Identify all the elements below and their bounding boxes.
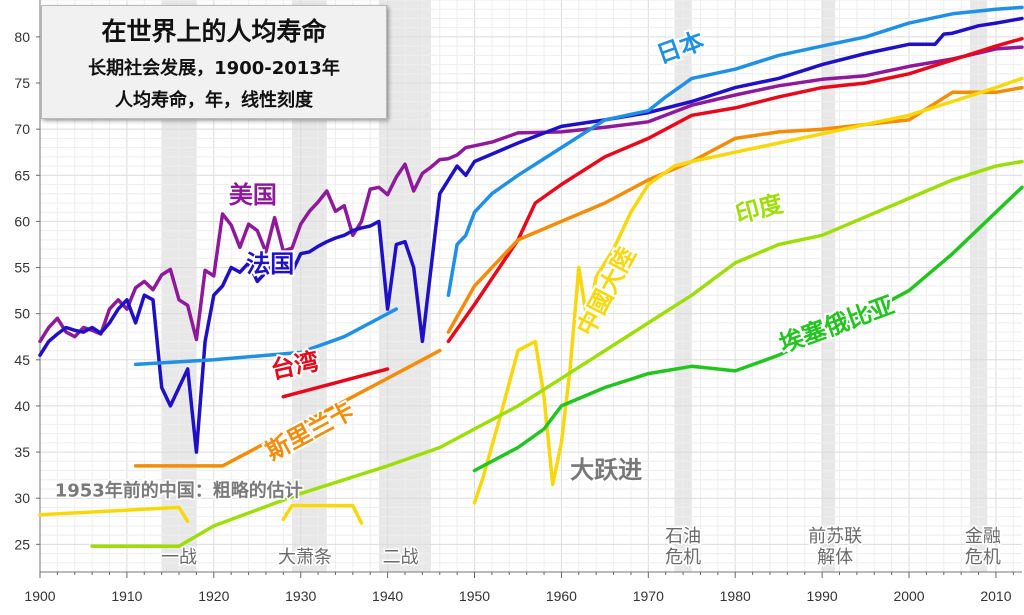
event-label-1-line-0: 大萧条 [278, 547, 332, 568]
annotation-china-estimate: 1953年前的中国：粗略的估计 [55, 479, 303, 501]
series-line-3-seg-0 [281, 367, 390, 399]
y-tick-label-60: 60 [14, 213, 30, 229]
event-label-5-line-1: 危机 [965, 547, 1001, 568]
series-line-3-seg-1 [446, 36, 1024, 344]
x-tick-label-1900: 1900 [24, 588, 55, 604]
series-line-4-seg-0 [133, 348, 442, 468]
series-line-5-seg-0 [38, 505, 190, 524]
series-line-6-seg-0 [90, 159, 1024, 548]
chart-subtitle-2: 人均寿命，年，线性刻度 [115, 90, 313, 111]
event-label-5-line-0: 金融 [965, 526, 1001, 547]
series-line-7-seg-0 [472, 185, 1024, 473]
series-line-4-seg-1 [446, 85, 1024, 334]
event-label-2-line-0: 二战 [383, 547, 419, 568]
event-label-3-line-0: 石油 [665, 526, 701, 547]
x-tick-label-1980: 1980 [720, 588, 751, 604]
y-tick-label-40: 40 [14, 398, 30, 414]
event-label-0-line-0: 一战 [161, 547, 197, 568]
y-tick-label-55: 55 [14, 260, 30, 276]
series-lines [38, 5, 1024, 548]
series-line-1-seg-0 [38, 16, 1024, 454]
series-line-0-seg-0 [38, 45, 1024, 344]
series-label-1: 法国 [246, 250, 294, 278]
title-box: 在世界上的人均寿命 长期社会发展，1900-2013年 人均寿命，年，线性刻度 [41, 5, 387, 119]
x-tick-label-1910: 1910 [111, 588, 142, 604]
series-line-2-seg-2 [446, 5, 1024, 297]
y-tick-label-30: 30 [14, 490, 30, 506]
chart-subtitle-1: 长期社会发展，1900-2013年 [88, 58, 340, 79]
y-tick-label-45: 45 [14, 352, 30, 368]
chart-title: 在世界上的人均寿命 [101, 17, 327, 46]
y-tick-label-65: 65 [14, 167, 30, 183]
x-tick-label-2010: 2010 [980, 588, 1011, 604]
y-tick-label-70: 70 [14, 121, 30, 137]
x-tick-label-1930: 1930 [285, 588, 316, 604]
event-label-3-line-1: 危机 [665, 547, 701, 568]
annotations: 1953年前的中国：粗略的估计 大跃进 [53, 454, 644, 503]
x-tick-label-1920: 1920 [198, 588, 229, 604]
x-tick-label-1990: 1990 [807, 588, 838, 604]
x-tick-label-1940: 1940 [372, 588, 403, 604]
x-tick-label-1950: 1950 [459, 588, 490, 604]
y-tick-label-80: 80 [14, 29, 30, 45]
series-line-5-seg-1 [281, 503, 364, 525]
y-tick-label-50: 50 [14, 306, 30, 322]
x-tick-label-2000: 2000 [893, 588, 924, 604]
x-tick-label-1960: 1960 [546, 588, 577, 604]
x-tick-label-1970: 1970 [633, 588, 664, 604]
series-label-0: 美国 [229, 181, 277, 209]
series-line-2-seg-0 [133, 307, 399, 367]
y-tick-label-75: 75 [14, 75, 30, 91]
y-tick-label-25: 25 [14, 536, 30, 552]
annotation-great-leap: 大跃进 [570, 456, 642, 484]
event-label-4-line-0: 前苏联 [808, 526, 862, 547]
series-line-5-seg-2 [472, 76, 1024, 505]
axes: 1900 1910 1920 1930 1940 1950 1960 1970 1980 1990… [14, 0, 1022, 604]
y-tick-label-35: 35 [14, 444, 30, 460]
event-label-4-line-1: 解体 [817, 547, 853, 568]
